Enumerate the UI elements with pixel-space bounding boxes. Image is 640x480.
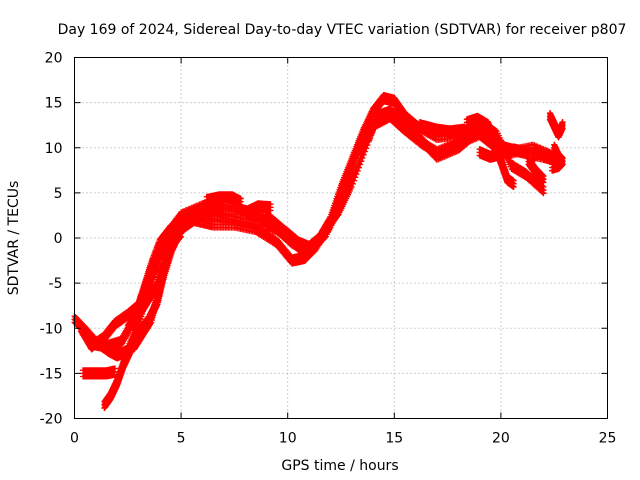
y-tick-label: 0 — [54, 231, 63, 247]
x-tick-label: 15 — [385, 431, 403, 447]
y-axis-label: SDTVAR / TECUs — [6, 181, 22, 296]
plot-frame — [74, 57, 608, 419]
data-point-markers — [546, 110, 566, 141]
series-track-16 — [549, 141, 566, 174]
axis-ticks: 0 5 10 15 20 25 -20 -15 -10 -5 0 5 10 15 20 — [40, 51, 617, 447]
data-point-markers — [529, 146, 549, 163]
data-point-markers — [203, 191, 244, 209]
data-point-markers — [80, 365, 118, 380]
x-tick-label: 10 — [279, 431, 297, 447]
y-tick-label: -5 — [49, 276, 63, 292]
x-tick-label: 0 — [70, 431, 79, 447]
series-track-13 — [525, 155, 547, 186]
series-track-4 — [80, 365, 118, 380]
data-point-markers — [476, 143, 530, 163]
series-track-14 — [529, 146, 549, 163]
x-tick-label: 5 — [177, 431, 186, 447]
y-tick-label: -15 — [40, 366, 63, 382]
data-point-markers — [242, 200, 274, 219]
x-tick-label: 20 — [492, 431, 510, 447]
x-tick-label: 25 — [599, 431, 617, 447]
series-track-7 — [131, 213, 189, 353]
y-tick-label: 5 — [54, 186, 63, 202]
x-axis-label: GPS time / hours — [281, 458, 398, 474]
y-tick-label: 15 — [45, 96, 63, 112]
y-tick-label: -20 — [40, 412, 63, 428]
data-point-markers — [131, 213, 189, 353]
series-track-12 — [476, 143, 530, 163]
data-marks — [71, 92, 566, 412]
data-point-markers — [416, 119, 468, 138]
series-track-10 — [416, 119, 468, 138]
chart-title: Day 169 of 2024, Sidereal Day-to-day VTE… — [58, 22, 627, 38]
y-tick-label: 10 — [45, 141, 63, 157]
data-point-markers — [549, 141, 566, 174]
series-track-15 — [546, 110, 566, 141]
data-point-markers — [525, 155, 547, 186]
y-tick-label: 20 — [45, 51, 63, 67]
y-tick-label: -10 — [40, 321, 63, 337]
series-track-9 — [242, 200, 274, 219]
series-track-8 — [203, 191, 244, 209]
grid — [74, 57, 608, 419]
